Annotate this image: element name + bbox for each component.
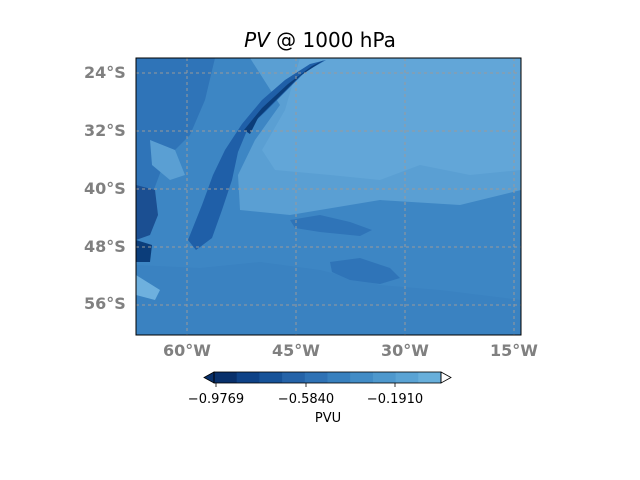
colorbar-frame xyxy=(213,371,442,384)
colorbar-tick-label-2: −0.5840 xyxy=(277,392,335,407)
pv-field xyxy=(136,58,521,335)
field-patch-1 xyxy=(290,215,372,236)
field-south-band xyxy=(136,262,521,335)
field-patch-4 xyxy=(136,275,160,300)
lat-label-48S: 48°S xyxy=(84,237,126,256)
colorbar-units-label: PVU xyxy=(314,411,342,426)
colorbar-segment xyxy=(282,372,306,383)
field-coast-deep xyxy=(244,60,324,134)
title-level: @ 1000 hPa xyxy=(269,28,396,52)
colorbar-segment xyxy=(236,372,260,383)
lat-label-40S: 40°S xyxy=(84,179,126,198)
field-patch-3 xyxy=(150,140,185,180)
colorbar-segment xyxy=(395,372,419,383)
map-title: PV @ 1000 hPa xyxy=(0,28,640,52)
colorbar-segment xyxy=(214,372,238,383)
gridlines xyxy=(136,58,521,335)
field-ocean-lightest xyxy=(262,58,521,180)
lon-label-45W: 45°W xyxy=(272,341,320,360)
lat-label-56S: 56°S xyxy=(84,294,126,313)
colorbar-segment xyxy=(327,372,351,383)
colorbar-segment xyxy=(259,372,283,383)
map-frame xyxy=(135,57,522,336)
field-coast-dark xyxy=(188,60,326,250)
field-west-dark xyxy=(136,240,152,262)
colorbar-segment xyxy=(418,372,442,383)
lon-label-30W: 30°W xyxy=(381,341,429,360)
colorbar-segment xyxy=(372,372,397,383)
lon-label-15W: 15°W xyxy=(490,341,538,360)
title-variable: PV xyxy=(244,28,270,52)
field-west-deep xyxy=(136,185,158,240)
field-patch-2 xyxy=(330,258,400,284)
colorbar-tick-label-3: −0.1910 xyxy=(366,392,424,407)
lat-label-24S: 24°S xyxy=(84,63,126,82)
field-shelf xyxy=(136,58,215,215)
colorbar-segments xyxy=(214,372,442,383)
colorbar-segment xyxy=(304,372,328,383)
lat-label-32S: 32°S xyxy=(84,121,126,140)
colorbar-tick-label-1: −0.9769 xyxy=(187,392,245,407)
colorbar xyxy=(203,371,452,387)
colorbar-segment xyxy=(350,372,374,383)
colorbar-max-extend xyxy=(440,371,452,384)
lon-label-60W: 60°W xyxy=(163,341,211,360)
colorbar-min-extend xyxy=(203,371,215,384)
